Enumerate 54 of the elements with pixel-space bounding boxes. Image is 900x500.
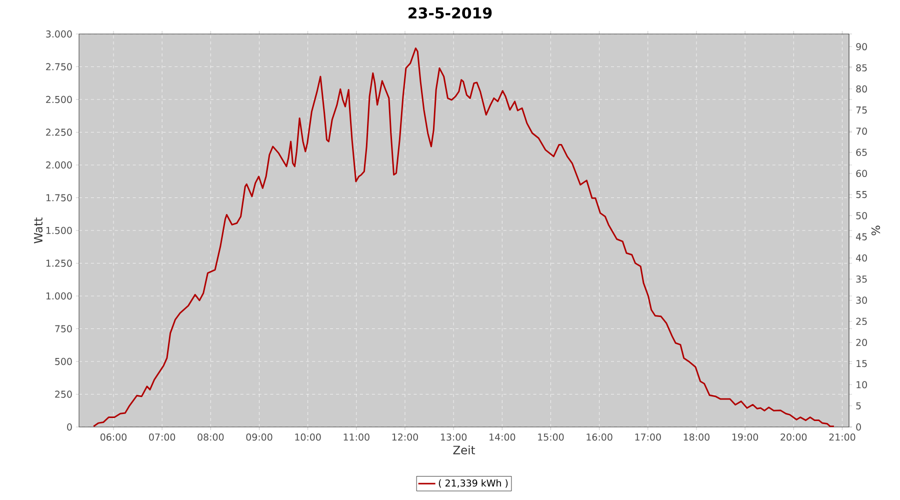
- x-tick-label: 14:00: [490, 434, 516, 441]
- y-tick-label: 2.250: [46, 128, 72, 136]
- x-tick-label: 12:00: [392, 434, 418, 441]
- y2-tick-label: 40: [856, 254, 867, 262]
- y2-tick-label: 45: [856, 233, 867, 240]
- x-tick-label: 18:00: [684, 434, 710, 441]
- x-tick-label: 20:00: [780, 434, 807, 441]
- x-tick-label: 13:00: [440, 434, 467, 441]
- y-tick-label: 0: [67, 423, 72, 431]
- x-axis-title: Zeit: [453, 446, 476, 454]
- y-tick-label: 250: [55, 390, 72, 398]
- line-series: [92, 48, 835, 427]
- y2-axis-title: %: [871, 226, 880, 236]
- x-tick-label: 19:00: [732, 434, 758, 441]
- y2-tick-label: 60: [856, 170, 867, 178]
- y2-tick-label: 10: [856, 381, 867, 388]
- y2-tick-label: 80: [856, 85, 867, 93]
- legend-label: ( 21,339 kWh ): [438, 479, 508, 488]
- x-tick-label: 06:00: [100, 434, 126, 441]
- y-tick-label: 1.750: [46, 194, 72, 202]
- y2-tick-label: 65: [856, 148, 867, 156]
- y2-tick-label: 35: [856, 275, 867, 283]
- y-tick-label: 2.500: [46, 96, 72, 104]
- y2-tick-label: 20: [856, 338, 867, 346]
- y2-tick-label: 25: [856, 318, 867, 325]
- y-tick-label: 3.000: [46, 30, 72, 38]
- chart-title: 23-5-2019: [408, 7, 492, 19]
- y-tick-label: 750: [55, 325, 72, 332]
- y2-tick-label: 70: [856, 128, 867, 135]
- y2-tick-label: 0: [856, 423, 861, 431]
- x-tick-label: 09:00: [246, 434, 272, 441]
- y-tick-label: 1.500: [46, 226, 72, 234]
- x-tick-label: 15:00: [538, 434, 564, 441]
- y-axis-title: Watt: [34, 217, 43, 244]
- y2-tick-label: 85: [856, 64, 867, 72]
- x-tick-label: 21:00: [829, 434, 856, 441]
- y2-tick-label: 75: [856, 106, 867, 114]
- y2-tick-label: 50: [856, 212, 867, 220]
- y-tick-label: 2.750: [46, 63, 72, 70]
- y-tick-label: 1.000: [46, 292, 72, 300]
- x-tick-label: 17:00: [635, 434, 661, 441]
- y2-tick-label: 90: [856, 43, 867, 50]
- y2-tick-label: 55: [856, 191, 867, 198]
- y2-tick-label: 30: [856, 296, 867, 304]
- x-tick-label: 07:00: [149, 434, 176, 441]
- y-tick-label: 500: [55, 358, 72, 366]
- y-tick-label: 2.000: [46, 161, 72, 169]
- x-tick-label: 08:00: [198, 434, 224, 441]
- x-tick-label: 11:00: [344, 434, 370, 441]
- y2-tick-label: 5: [856, 402, 861, 410]
- x-tick-label: 16:00: [586, 434, 612, 441]
- y2-tick-label: 15: [856, 360, 867, 368]
- x-tick-label: 10:00: [295, 434, 321, 441]
- y-tick-label: 1.250: [46, 260, 72, 267]
